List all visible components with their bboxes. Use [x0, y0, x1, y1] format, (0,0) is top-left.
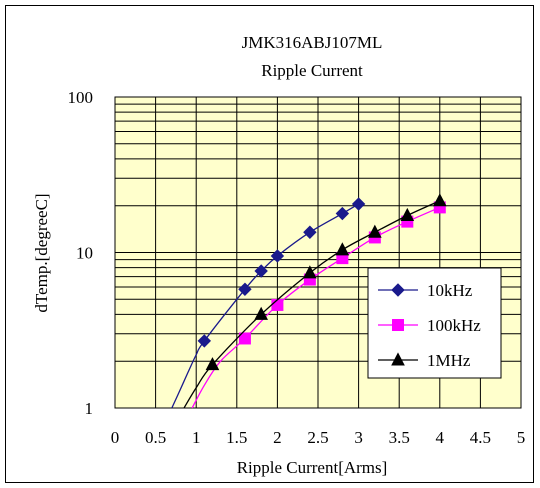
data-point-10kHz	[303, 225, 317, 239]
x-tick-label: 3	[354, 428, 363, 447]
y-tick-labels: 1 10 100	[68, 88, 94, 418]
x-tick-label: 4.5	[470, 428, 491, 447]
legend-marker	[391, 352, 405, 366]
data-point-10kHz	[197, 334, 212, 348]
data-point-10kHz	[351, 197, 366, 211]
legend-label: 10kHz	[427, 281, 473, 300]
legend-item-100kHz: 100kHz	[378, 316, 481, 335]
data-point-1MHz	[368, 224, 382, 238]
legend: 10kHz 100kHz 1MHz	[367, 267, 502, 379]
data-point-1MHz	[400, 207, 415, 221]
x-tick-label: 0.5	[145, 428, 166, 447]
series-10kHz	[171, 197, 366, 409]
data-point-1MHz	[335, 242, 350, 256]
x-tick-label: 2.5	[307, 428, 328, 447]
series-100kHz	[191, 201, 446, 409]
legend-item-1MHz: 1MHz	[378, 351, 471, 370]
x-tick-label: 5	[517, 428, 526, 447]
data-point-100kHz	[238, 332, 251, 345]
series-layer	[171, 193, 447, 409]
legend-label: 100kHz	[427, 316, 481, 335]
data-point-1MHz	[205, 357, 220, 371]
data-point-1MHz	[432, 193, 447, 207]
plot-border	[114, 96, 522, 409]
grid	[115, 97, 521, 408]
data-point-10kHz	[270, 249, 285, 263]
data-point-10kHz	[254, 264, 268, 278]
data-point-1MHz	[303, 265, 317, 279]
series-line-100kHz	[191, 206, 441, 409]
chart-subtitle: Ripple Current	[261, 61, 363, 80]
y-tick-label: 10	[76, 244, 93, 263]
y-axis-label: dTemp.[degreeC]	[32, 193, 51, 312]
series-1MHz	[183, 193, 447, 409]
data-point-10kHz	[238, 282, 252, 296]
y-tick-label: 1	[85, 399, 94, 418]
legend-item-10kHz: 10kHz	[378, 281, 473, 300]
x-tick-label: 1.5	[226, 428, 247, 447]
x-tick-label: 1	[192, 428, 201, 447]
x-tick-label: 4	[436, 428, 445, 447]
legend-marker	[392, 319, 404, 331]
chart-title: JMK316ABJ107ML	[242, 33, 383, 52]
x-tick-labels: 0 0.5 1 1.5 2 2.5 3 3.5 4 4.5 5	[111, 428, 526, 447]
x-tick-label: 2	[273, 428, 282, 447]
y-tick-label: 100	[68, 88, 94, 107]
x-tick-label: 0	[111, 428, 120, 447]
legend-label: 1MHz	[427, 351, 471, 370]
legend-marker	[391, 283, 405, 297]
data-point-1MHz	[254, 306, 268, 320]
data-point-10kHz	[335, 206, 350, 221]
x-tick-label: 3.5	[389, 428, 410, 447]
x-axis-label: Ripple Current[Arms]	[237, 458, 388, 477]
data-point-100kHz	[271, 298, 284, 311]
